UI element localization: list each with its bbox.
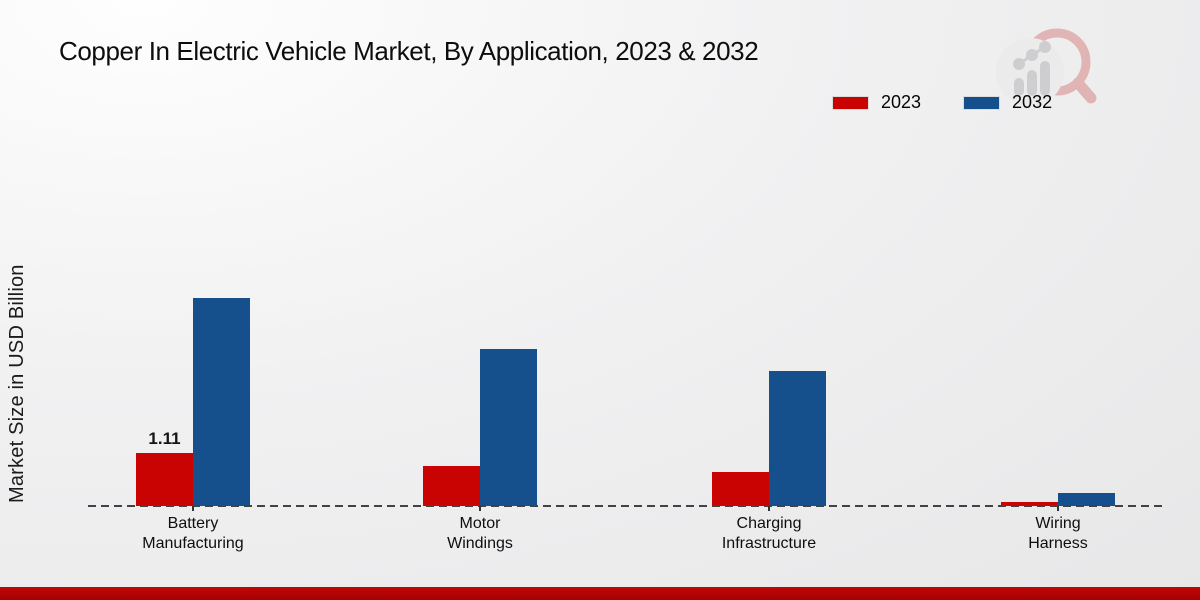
bar-2023-wiring-harness[interactable] — [1001, 502, 1058, 506]
footer-strip — [0, 587, 1200, 600]
watermark-logo — [996, 28, 1097, 106]
bar-2023-battery-manufacturing[interactable] — [136, 453, 193, 506]
bar-2032-charging-infrastructure[interactable] — [769, 371, 826, 506]
legend-label-2023: 2023 — [881, 92, 922, 112]
x-axis-tick-battery-manufacturing — [192, 506, 194, 511]
legend: 2023 2032 — [832, 92, 1052, 113]
legend-item-2023[interactable]: 2023 — [832, 92, 921, 113]
legend-swatch-2032 — [963, 95, 1001, 110]
bar-2023-charging-infrastructure[interactable] — [712, 472, 769, 506]
category-label-battery-manufacturing: Battery Manufacturing — [142, 515, 244, 552]
x-axis-tick-charging-infrastructure — [768, 506, 770, 511]
category-label-wiring-harness: Wiring Harness — [1028, 515, 1088, 552]
legend-label-2032: 2032 — [1012, 92, 1053, 112]
bar-2032-motor-windings[interactable] — [480, 349, 537, 506]
legend-item-2032[interactable]: 2032 — [963, 92, 1052, 113]
x-axis-line — [88, 505, 1163, 507]
chart-title: Copper In Electric Vehicle Market, By Ap… — [59, 36, 759, 66]
legend-swatch-2023 — [832, 95, 869, 110]
category-label-charging-infrastructure: Charging Infrastructure — [721, 515, 817, 552]
x-axis-tick-wiring-harness — [1057, 506, 1059, 511]
x-axis-tick-motor-windings — [479, 506, 481, 511]
category-label-motor-windings: Motor Windings — [447, 515, 513, 552]
bar-2032-wiring-harness[interactable] — [1058, 493, 1115, 506]
bar-value-label-battery-manufacturing: 1.11 — [148, 429, 181, 448]
bar-2023-motor-windings[interactable] — [423, 466, 480, 506]
bar-chart-icon — [996, 38, 1064, 106]
bar-2032-battery-manufacturing[interactable] — [193, 298, 250, 506]
